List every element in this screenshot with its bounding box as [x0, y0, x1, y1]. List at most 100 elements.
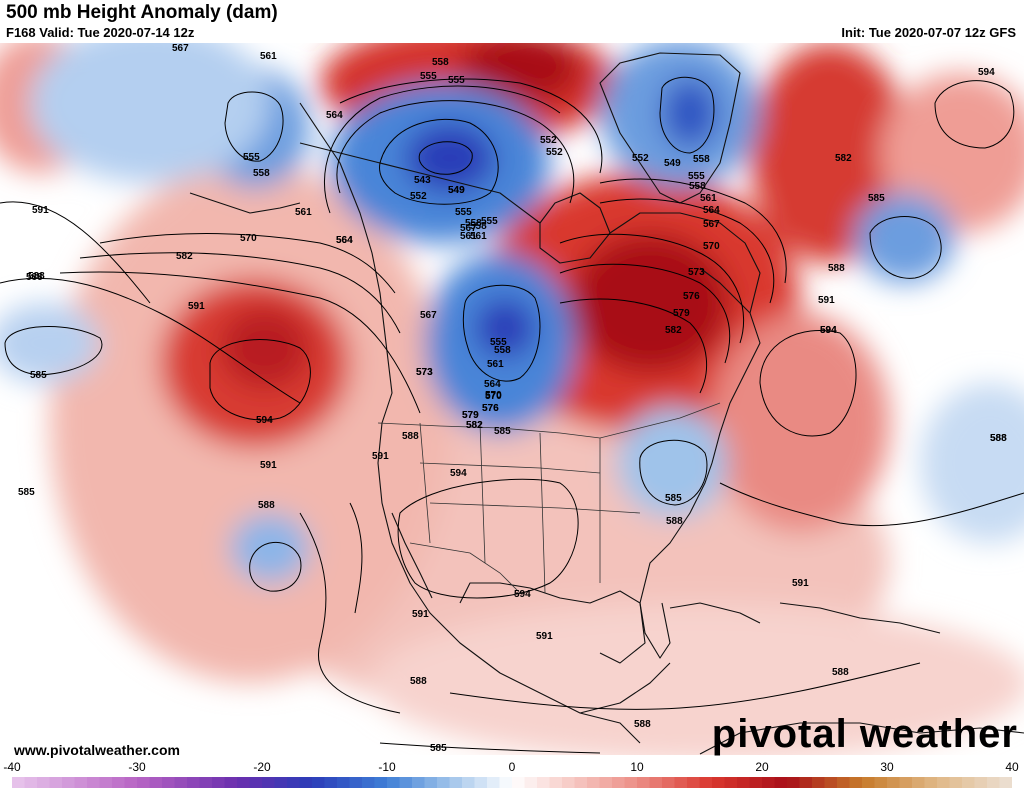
- label-591: 591: [792, 578, 809, 589]
- colorbar-swatch: [187, 777, 201, 788]
- colorbar-swatch: [199, 777, 213, 788]
- colorbar-swatch: [137, 777, 151, 788]
- init-time: Init: Tue 2020-07-07 12z GFS: [841, 25, 1016, 40]
- label-591: 591: [412, 609, 429, 620]
- colorbar-swatch: [987, 777, 1001, 788]
- colorbar-swatch: [374, 777, 388, 788]
- label-561: 561: [700, 193, 717, 204]
- contour-588-pacific: [0, 277, 301, 404]
- ridge-tropics-fill: [370, 603, 1024, 755]
- colorbar-swatch: [437, 777, 451, 788]
- map-title: 500 mb Height Anomaly (dam): [6, 2, 278, 23]
- contour-585-far-south: [379, 742, 601, 754]
- label-564: 564: [703, 205, 720, 216]
- contour-labels: 567 561 558 555 552 549 555 558 561 564 …: [18, 43, 1007, 754]
- colorbar-swatch: [874, 777, 888, 788]
- label-552: 552: [546, 147, 563, 158]
- label-582: 582: [466, 420, 483, 431]
- contour-579-canada: [559, 263, 731, 364]
- contour-588-sw: [299, 512, 401, 714]
- label-552: 552: [540, 135, 557, 146]
- label-555: 555: [481, 216, 498, 227]
- colorbar-tick-label: 20: [755, 760, 769, 774]
- colorbar-swatch: [749, 777, 763, 788]
- label-567: 567: [460, 223, 477, 234]
- contour-585-atlantic: [869, 216, 942, 279]
- colorbar-swatch: [674, 777, 688, 788]
- colorbar-swatch: [999, 777, 1012, 788]
- colorbar-swatch: [562, 777, 576, 788]
- colorbar-swatch: [112, 777, 126, 788]
- label-585: 585: [868, 193, 885, 204]
- arctic-coast: [299, 142, 541, 224]
- state-lines: [419, 422, 641, 594]
- trough-greenland-core: [662, 78, 718, 148]
- contour-567-labrador: [599, 178, 787, 284]
- colorbar-swatch: [87, 777, 101, 788]
- label-588: 588: [990, 433, 1007, 444]
- antilles: [779, 602, 941, 634]
- florida: [639, 602, 671, 659]
- label-570: 570: [703, 241, 720, 252]
- label-561: 561: [295, 207, 312, 218]
- contour-588-pacific-low: [249, 542, 302, 592]
- contour-588-south: [449, 662, 921, 710]
- contour-555-bering: [224, 91, 284, 162]
- label-543: 543: [414, 175, 431, 186]
- contour-576-canada: [559, 233, 745, 344]
- colorbar-swatch: [324, 777, 338, 788]
- colorbar-swatch: [224, 777, 238, 788]
- contour-552-hudson: [379, 118, 499, 205]
- colorbar-swatch: [237, 777, 251, 788]
- colorbar-tick-label: -10: [378, 760, 396, 774]
- label-588: 588: [990, 433, 1007, 444]
- contour-588-east: [719, 482, 1024, 527]
- label-594: 594: [450, 468, 467, 479]
- colorbar-swatch: [37, 777, 51, 788]
- label-588: 588: [828, 263, 845, 274]
- contour-591-sw: [349, 502, 363, 614]
- colorbar-tick-label: -40: [3, 760, 21, 774]
- contour-564-north: [323, 85, 561, 214]
- label-579: 579: [462, 410, 479, 421]
- labrador: [609, 212, 761, 314]
- colorbar-swatch: [287, 777, 301, 788]
- colorbar-swatch: [962, 777, 976, 788]
- label-579: 579: [673, 308, 690, 319]
- label-564: 564: [336, 235, 353, 246]
- colorbar-swatch: [524, 777, 538, 788]
- contour-591-pacific: [0, 201, 151, 304]
- colorbar-swatch: [149, 777, 163, 788]
- colorbar-tick-label: -20: [253, 760, 271, 774]
- label-558: 558: [494, 345, 511, 356]
- label-561: 561: [470, 231, 487, 242]
- label-591: 591: [372, 451, 389, 462]
- colorbar-swatch: [499, 777, 513, 788]
- label-585: 585: [18, 487, 35, 498]
- valid-time: F168 Valid: Tue 2020-07-14 12z: [6, 25, 195, 40]
- label-594: 594: [514, 589, 531, 600]
- colorbar-swatch: [512, 777, 526, 788]
- label-570: 570: [240, 233, 257, 244]
- label-561: 561: [260, 51, 277, 62]
- label-564: 564: [484, 379, 501, 390]
- colorbar-swatch: [737, 777, 751, 788]
- label-555: 555: [455, 207, 472, 218]
- label-576: 576: [683, 291, 700, 302]
- label-585: 585: [494, 426, 511, 437]
- contour-570-labrador: [599, 198, 775, 304]
- ridge-western-atlantic-fill: [710, 313, 890, 533]
- us-mexico-border: [409, 542, 521, 594]
- colorbar-swatch: [274, 777, 288, 788]
- label-558: 558: [693, 154, 710, 165]
- contour-567-jet: [99, 233, 396, 294]
- label-576: 576: [482, 403, 499, 414]
- colorbar-swatch: [824, 777, 838, 788]
- contour-591-plains: [397, 478, 579, 599]
- label-588: 588: [634, 719, 651, 730]
- colorbar-swatch: [624, 777, 638, 788]
- colorbar-swatch: [899, 777, 913, 788]
- colorbar-swatch: [387, 777, 401, 788]
- label-582: 582: [466, 420, 483, 431]
- colorbar-swatch: [49, 777, 63, 788]
